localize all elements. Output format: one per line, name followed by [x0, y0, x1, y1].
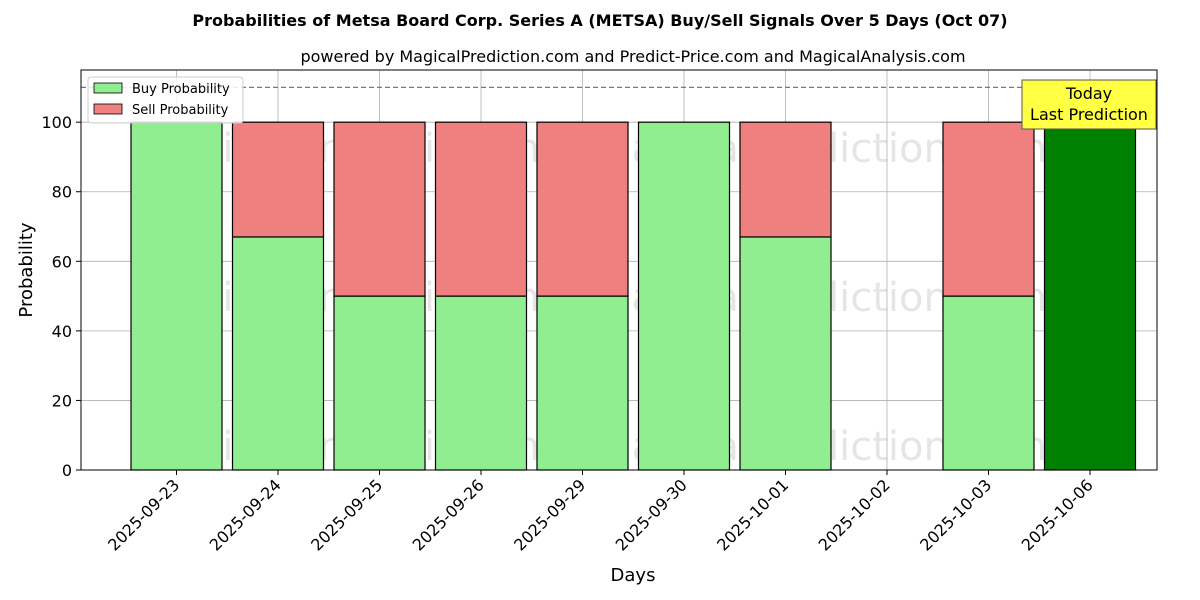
bar-buy-2025-09-23 — [130, 121, 223, 471]
x-tick-label-4: 2025-09-29 — [510, 475, 589, 554]
y-tick-label-0: 0 — [62, 461, 72, 480]
x-tick-label-3: 2025-09-26 — [409, 475, 488, 554]
x-tick-label-1: 2025-09-24 — [206, 475, 285, 554]
y-tick-label-5: 100 — [41, 113, 72, 132]
y-tick-label-3: 60 — [52, 252, 72, 271]
bar-buy-2025-09-24 — [231, 236, 325, 471]
y-tick-label-2: 40 — [52, 322, 72, 341]
x-tick-label-5: 2025-09-30 — [612, 475, 691, 554]
annotation-box — [1021, 79, 1157, 130]
bar-sell-2025-09-24 — [231, 121, 325, 238]
y-axis-label: Probability — [16, 222, 37, 317]
legend: Buy Probability Sell Probability — [87, 76, 244, 124]
plot-frame — [80, 69, 1158, 471]
bar-buy-2025-09-29 — [536, 295, 629, 471]
legend-label-buy: Buy Probability — [132, 82, 230, 97]
y-axis: 0 20 40 60 80 100 — [41, 113, 81, 480]
bar-sell-2025-09-25 — [333, 121, 426, 297]
bar-sell-2025-09-26 — [434, 121, 528, 297]
x-tick-label-0: 2025-09-23 — [104, 475, 183, 554]
bar-buy-2025-10-06 — [1043, 121, 1137, 471]
bar-buy-2025-10-01 — [739, 236, 832, 471]
y-tick-label-4: 80 — [52, 183, 72, 202]
bars — [130, 121, 1137, 471]
bar-buy-2025-09-26 — [434, 295, 528, 471]
annotation-line-2: Last Prediction — [1030, 105, 1148, 124]
x-tick-label-6: 2025-10-01 — [713, 475, 792, 554]
bar-sell-2025-10-03 — [942, 121, 1035, 297]
today-annotation: Today Last Prediction — [1021, 79, 1157, 130]
legend-swatch-sell — [93, 103, 123, 115]
legend-swatch-buy — [93, 82, 123, 94]
x-axis: 2025-09-23 2025-09-24 2025-09-25 2025-09-26… — [104, 470, 1097, 555]
legend-label-sell: Sell Probability — [132, 103, 229, 118]
bar-sell-2025-09-29 — [536, 121, 629, 297]
x-axis-label: Days — [611, 565, 656, 586]
chart-subtitle: powered by MagicalPrediction.com and Pre… — [300, 47, 965, 66]
x-tick-label-2: 2025-09-25 — [307, 475, 386, 554]
chart-title: Probabilities of Metsa Board Corp. Serie… — [192, 11, 1007, 30]
legend-box — [87, 76, 244, 124]
x-tick-label-9: 2025-10-06 — [1018, 475, 1097, 554]
x-tick-label-8: 2025-10-03 — [916, 475, 995, 554]
y-tick-label-1: 20 — [52, 391, 72, 410]
bar-sell-2025-10-01 — [739, 121, 832, 238]
bar-buy-2025-09-30 — [637, 121, 731, 471]
bar-buy-2025-10-03 — [942, 295, 1035, 471]
annotation-line-1: Today — [1065, 84, 1112, 103]
x-tick-label-7: 2025-10-02 — [815, 475, 894, 554]
bar-buy-2025-09-25 — [333, 295, 426, 471]
